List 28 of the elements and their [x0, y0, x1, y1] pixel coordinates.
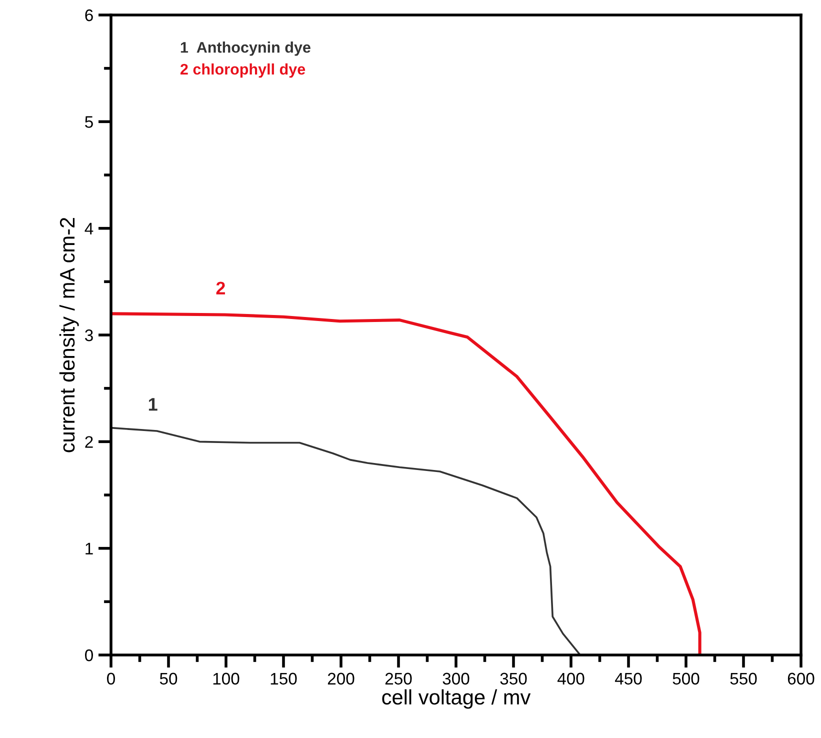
y-tick-label: 0 — [85, 649, 93, 662]
annotation: 2 — [216, 282, 225, 294]
y-tick-label: 3 — [85, 329, 93, 342]
x-tick-label: 0 — [107, 672, 115, 685]
y-tick-label: 5 — [85, 116, 93, 128]
line-series — [111, 426, 582, 655]
x-tick-label: 250 — [385, 672, 412, 685]
x-tick-label: 550 — [730, 672, 757, 685]
x-tick-label: 100 — [213, 672, 240, 685]
y-tick-label: 1 — [86, 542, 93, 554]
y-tick-label: 4 — [84, 222, 94, 234]
x-tick-label: 50 — [160, 672, 178, 685]
y-tick-label: 6 — [85, 9, 93, 22]
y-axis-title: current density / mA cm-2 — [59, 218, 79, 452]
text: 2 chlorophyll dye — [180, 63, 306, 78]
x-tick-label: 450 — [614, 672, 642, 685]
x-axis-title: cell voltage / mv — [382, 689, 531, 709]
annotation: 1 — [148, 398, 158, 411]
x-tick-label: 300 — [442, 672, 470, 685]
y-tick-label: 2 — [85, 436, 93, 448]
line-series — [111, 312, 702, 655]
x-tick-label: 400 — [557, 672, 584, 685]
x-tick-label: 600 — [788, 672, 814, 685]
x-tick-label: 350 — [500, 672, 527, 685]
x-tick-label: 150 — [270, 672, 297, 685]
x-tick-label: 500 — [672, 672, 700, 685]
text: 1 Anthocynin dye — [180, 42, 310, 56]
x-tick-label: 200 — [328, 672, 354, 685]
